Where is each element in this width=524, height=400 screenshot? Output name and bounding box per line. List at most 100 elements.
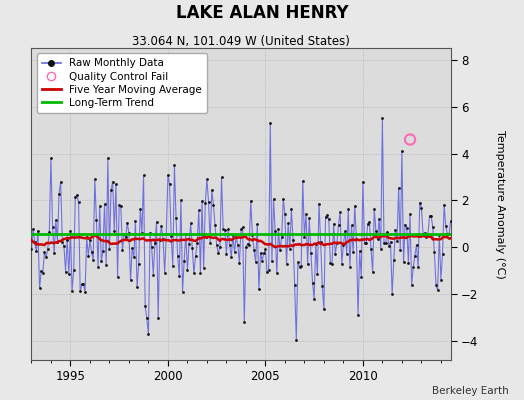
Point [135, 260, 143, 267]
Point [424, 232, 432, 238]
Point [265, 267, 273, 274]
Point [409, 264, 418, 270]
Point [238, 224, 247, 230]
Point [139, 172, 148, 178]
Point [402, 224, 411, 231]
Point [159, 236, 167, 242]
Point [412, 242, 421, 248]
Point [30, 238, 39, 245]
Point [446, 218, 455, 224]
Point [425, 213, 434, 219]
Point [299, 178, 307, 184]
Point [201, 200, 210, 206]
Point [373, 236, 381, 242]
Point [136, 206, 145, 212]
Point [78, 281, 86, 288]
Point [170, 162, 179, 168]
Point [196, 269, 204, 276]
Point [292, 336, 300, 343]
Point [94, 264, 102, 270]
Point [344, 206, 353, 212]
Point [422, 233, 430, 240]
Point [432, 282, 440, 288]
Point [343, 251, 351, 258]
Point [228, 232, 237, 238]
Point [279, 196, 288, 202]
Point [126, 277, 135, 284]
Point [52, 217, 60, 223]
Point [188, 245, 196, 252]
Point [326, 260, 335, 266]
Point [297, 262, 305, 269]
Point [200, 265, 208, 271]
Point [336, 208, 344, 215]
Point [128, 245, 136, 252]
Point [365, 218, 374, 225]
Point [193, 240, 201, 246]
Point [163, 172, 172, 178]
Point [61, 268, 70, 275]
Point [419, 230, 427, 237]
Point [40, 249, 49, 255]
Point [131, 218, 139, 224]
Point [368, 269, 377, 275]
Point [420, 230, 429, 236]
Point [310, 296, 319, 302]
Point [64, 271, 73, 277]
Point [167, 233, 176, 239]
Point [276, 247, 284, 254]
Point [187, 220, 195, 226]
Point [204, 199, 213, 205]
Point [367, 246, 375, 252]
Point [240, 318, 248, 325]
Point [107, 187, 115, 193]
Point [303, 261, 312, 267]
Point [129, 254, 138, 261]
Point [341, 228, 349, 234]
Y-axis label: Temperature Anomaly (°C): Temperature Anomaly (°C) [495, 130, 505, 278]
Point [388, 291, 396, 298]
Point [123, 220, 132, 226]
Point [414, 264, 422, 270]
Point [191, 253, 200, 259]
Point [182, 231, 190, 237]
Point [133, 284, 141, 291]
Point [372, 228, 380, 234]
Point [149, 271, 158, 278]
Point [263, 269, 271, 275]
Point [117, 203, 125, 209]
Point [180, 258, 188, 264]
Point [351, 202, 359, 209]
Point [113, 274, 122, 280]
Point [157, 223, 166, 230]
Point [198, 198, 206, 204]
Point [206, 240, 214, 246]
Point [60, 243, 68, 249]
Point [43, 246, 52, 252]
Point [443, 231, 452, 238]
Point [259, 250, 268, 256]
Point [57, 178, 65, 185]
Point [435, 232, 443, 238]
Point [294, 259, 302, 266]
Point [71, 194, 80, 200]
Point [268, 258, 276, 264]
Point [101, 201, 109, 207]
Point [99, 248, 107, 254]
Point [370, 206, 378, 212]
Point [391, 227, 400, 233]
Point [76, 288, 84, 294]
Point [219, 226, 227, 232]
Point [58, 238, 67, 245]
Point [146, 230, 154, 236]
Point [427, 212, 435, 219]
Point [74, 199, 83, 206]
Point [323, 212, 331, 218]
Point [364, 220, 372, 227]
Point [115, 202, 123, 208]
Point [300, 234, 309, 240]
Point [286, 246, 294, 252]
Point [29, 226, 37, 232]
Point [331, 250, 340, 257]
Point [312, 240, 320, 247]
